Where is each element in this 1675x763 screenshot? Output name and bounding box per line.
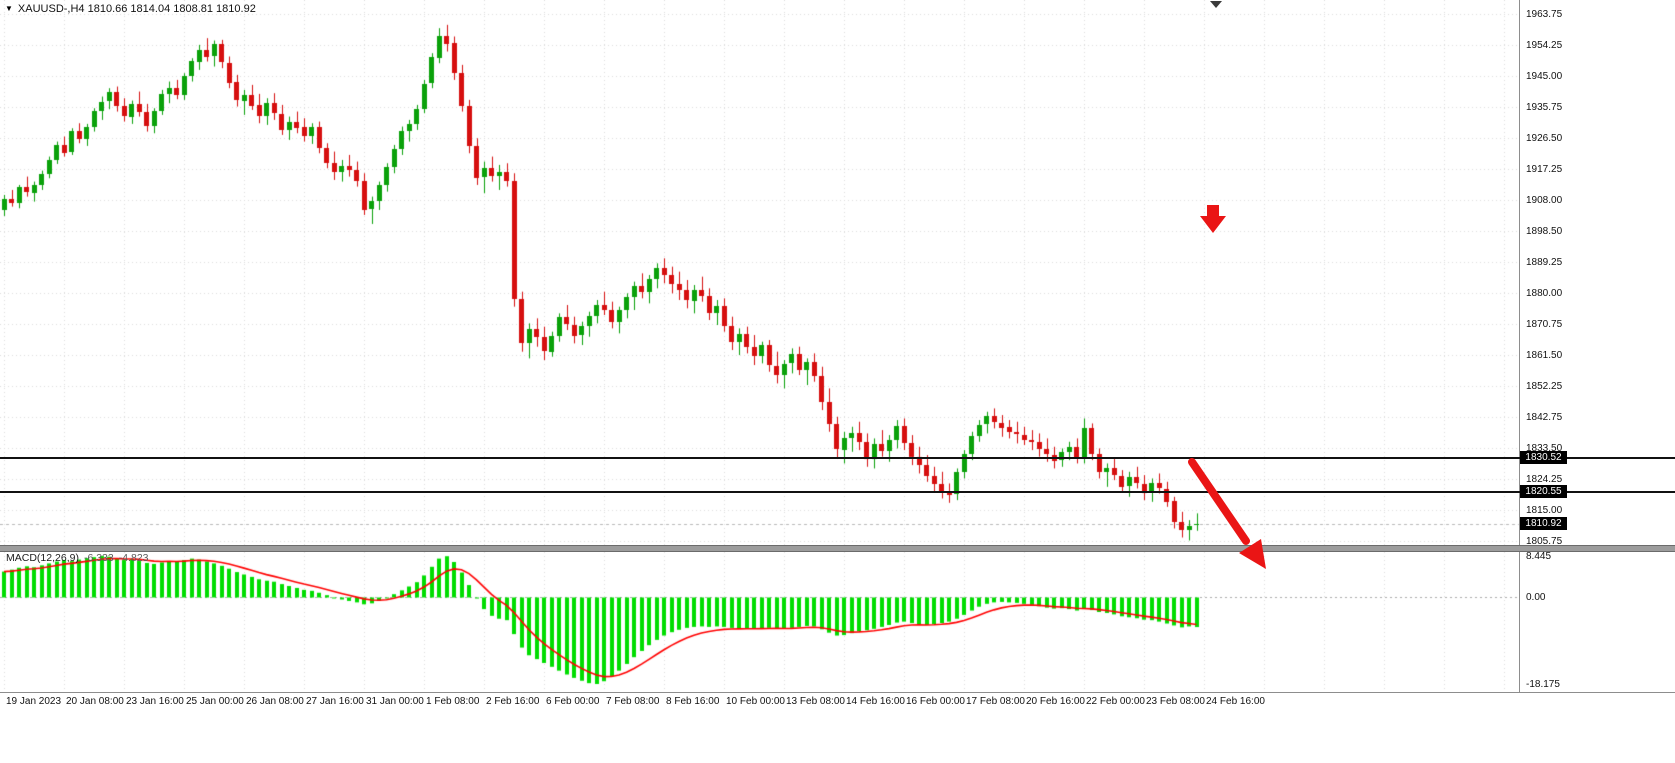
date-axis-label: 20 Feb 16:00 — [1026, 696, 1085, 707]
date-axis-label: 7 Feb 08:00 — [606, 696, 660, 707]
date-axis-label: 26 Jan 08:00 — [246, 696, 304, 707]
price-axis-label: 1815.00 — [1526, 505, 1563, 516]
dropdown-arrow-icon[interactable]: ▼ — [5, 4, 13, 13]
macd-name: MACD(12,26,9) — [6, 552, 79, 564]
hline-price-tag: 1820.55 — [1520, 485, 1567, 498]
price-axis-label: 1963.75 — [1526, 9, 1563, 20]
date-axis-label: 22 Feb 00:00 — [1086, 696, 1145, 707]
price-axis-label: 1852.25 — [1526, 381, 1563, 392]
hline-price-tag: 1830.52 — [1520, 451, 1567, 464]
date-axis-label: 19 Jan 2023 — [6, 696, 62, 707]
pane-separator[interactable] — [0, 545, 1675, 552]
date-axis-label: 20 Jan 08:00 — [66, 696, 124, 707]
price-axis-label: 1870.75 — [1526, 319, 1563, 330]
price-axis-label: 1898.50 — [1526, 226, 1563, 237]
date-axis-label: 31 Jan 00:00 — [366, 696, 424, 707]
price-axis-label: 1908.00 — [1526, 195, 1563, 206]
price-axis-label: 1833.50 — [1526, 443, 1563, 454]
symbol-ohlc-text: XAUUSD-,H4 1810.66 1814.04 1808.81 1810.… — [17, 3, 256, 15]
horizontal-line-1830-52[interactable] — [0, 457, 1675, 459]
horizontal-line-1820-55[interactable] — [0, 491, 1675, 493]
date-axis-label: 25 Jan 00:00 — [186, 696, 244, 707]
price-axis-label: 1935.75 — [1526, 102, 1563, 113]
date-axis-label: 23 Feb 08:00 — [1146, 696, 1205, 707]
date-axis-label: 2 Feb 16:00 — [486, 696, 540, 707]
macd-axis-label: -18.175 — [1526, 679, 1560, 690]
date-axis-label: 27 Jan 16:00 — [306, 696, 364, 707]
bid-price-tag: 1810.92 — [1520, 517, 1567, 530]
date-axis-label: 16 Feb 00:00 — [906, 696, 965, 707]
price-axis-label: 1842.75 — [1526, 412, 1563, 423]
date-axis-border — [0, 692, 1675, 693]
price-axis-label: 1805.75 — [1526, 536, 1563, 547]
date-axis-label: 8 Feb 16:00 — [666, 696, 720, 707]
macd-signal-value: -4.823 — [118, 552, 149, 564]
price-axis-label: 1917.25 — [1526, 164, 1563, 175]
date-axis-label: 24 Feb 16:00 — [1206, 696, 1265, 707]
macd-axis-label: 0.00 — [1526, 591, 1546, 603]
price-axis-label: 1880.00 — [1526, 288, 1563, 299]
price-axis-label: 1861.50 — [1526, 350, 1563, 361]
price-axis-label: 1954.25 — [1526, 40, 1563, 51]
date-axis-label: 14 Feb 16:00 — [846, 696, 905, 707]
macd-indicator-label: MACD(12,26,9) -6.333 -4.823 — [6, 552, 149, 564]
price-axis-label: 1889.25 — [1526, 257, 1563, 268]
date-axis-label: 10 Feb 00:00 — [726, 696, 785, 707]
symbol-timeframe-label: ▼ XAUUSD-,H4 1810.66 1814.04 1808.81 181… — [5, 3, 256, 15]
macd-main-value: -6.333 — [83, 552, 114, 564]
macd-axis-label: 8.445 — [1526, 551, 1552, 562]
date-axis-label: 1 Feb 08:00 — [426, 696, 480, 707]
date-axis-label: 6 Feb 00:00 — [546, 696, 600, 707]
price-axis-border — [1519, 0, 1520, 692]
date-axis-label: 23 Jan 16:00 — [126, 696, 184, 707]
price-axis-label: 1926.50 — [1526, 133, 1563, 144]
price-axis-label: 1945.00 — [1526, 71, 1563, 82]
date-axis-label: 17 Feb 08:00 — [966, 696, 1025, 707]
price-axis-label: 1824.25 — [1526, 474, 1563, 485]
date-axis-label: 13 Feb 08:00 — [786, 696, 845, 707]
chart-shift-marker-icon[interactable] — [1210, 1, 1222, 8]
